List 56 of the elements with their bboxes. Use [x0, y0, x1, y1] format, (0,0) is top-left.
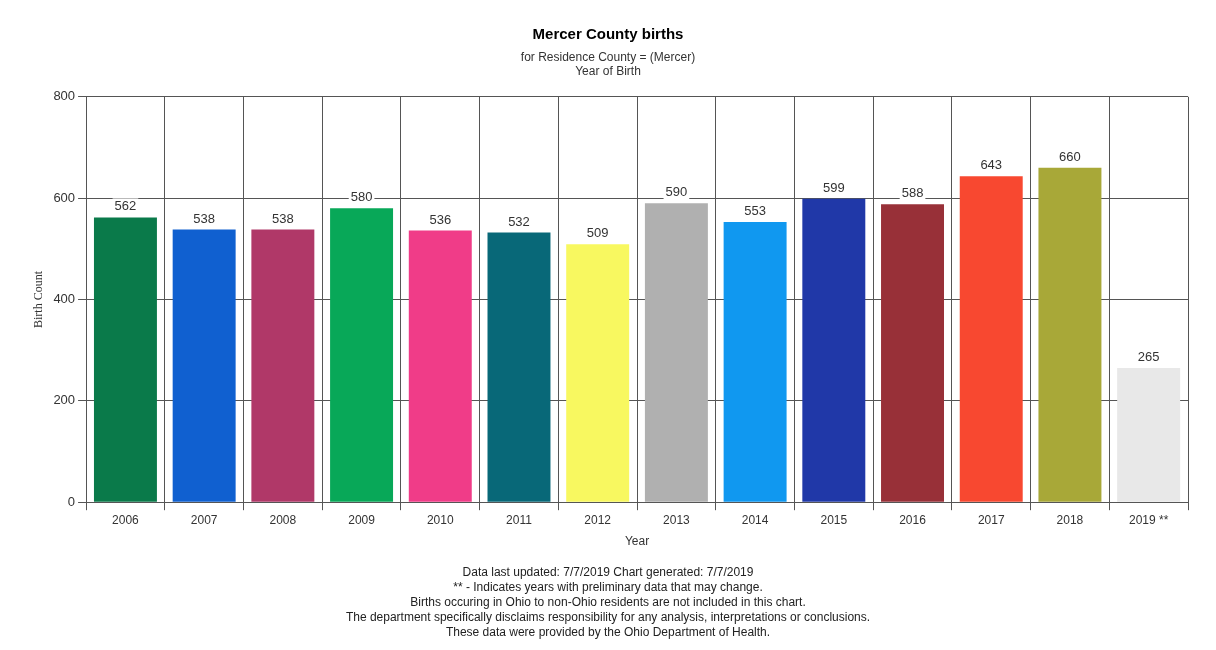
y-tick-label: 400	[53, 291, 76, 307]
text: Data last updated: 7/7/2019 Chart generated: 7/7/2019	[461, 565, 755, 580]
data-label: 580	[350, 189, 373, 205]
data-label: 588	[901, 185, 924, 201]
bar	[881, 204, 945, 502]
x-tick-label: 2009	[348, 512, 376, 527]
bar	[408, 230, 472, 502]
y-axis-title: Birth Count	[31, 270, 46, 329]
y-tick-label: 600	[53, 189, 76, 205]
data-label: 509	[586, 225, 609, 241]
text: The department specifically disclaims responsibility for any analysis, interpretations or conclusions.	[344, 610, 872, 625]
x-tick-label: 2018	[1056, 512, 1084, 527]
x-tick-label: 2010	[426, 512, 454, 527]
text: Births occuring in Ohio to non-Ohio residents are not included in this chart.	[409, 595, 807, 610]
bar	[93, 217, 157, 502]
x-tick-label: 2013	[663, 512, 691, 527]
x-tick-label: 2012	[584, 512, 612, 527]
bar	[802, 198, 866, 502]
y-tick-label: 800	[53, 88, 76, 104]
chart-title: Mercer County births	[532, 25, 684, 43]
x-axis-title: Year	[624, 534, 650, 549]
data-label: 536	[429, 211, 452, 227]
bar	[1117, 367, 1181, 502]
chart-subtitle: for Residence County = (Mercer) Year of Birth	[520, 49, 696, 78]
x-tick-label: 2017	[977, 512, 1005, 527]
bar	[566, 244, 630, 502]
x-tick-label: 2007	[190, 512, 218, 527]
data-label: 538	[272, 210, 294, 226]
bar	[487, 232, 551, 502]
x-tick-label: 2008	[269, 512, 297, 527]
bar	[1038, 167, 1102, 502]
y-tick-label: 200	[53, 392, 76, 408]
x-tick-label: 2015	[820, 512, 848, 527]
data-label: 660	[1059, 148, 1081, 164]
data-label: 532	[508, 213, 530, 229]
data-label: 590	[665, 184, 688, 200]
x-tick-label: 2011	[506, 512, 533, 527]
bar	[330, 208, 394, 502]
bar	[959, 176, 1023, 502]
data-label: 562	[114, 198, 137, 214]
x-tick-label: 2016	[899, 512, 927, 527]
data-label: 538	[193, 210, 215, 226]
text: ** - Indicates years with preliminary data that may change.	[452, 580, 764, 595]
text: These data were provided by the Ohio Department of Health.	[444, 625, 772, 640]
bar	[172, 229, 236, 502]
bar	[644, 203, 708, 502]
data-label: 265	[1137, 348, 1160, 364]
bar	[723, 221, 787, 502]
data-label: 643	[980, 157, 1003, 173]
data-label: 599	[822, 179, 845, 195]
x-tick-label: 2014	[741, 512, 769, 527]
data-label: 553	[744, 203, 766, 219]
x-tick-label: 2019 **	[1128, 512, 1169, 527]
x-tick-label: 2006	[112, 512, 140, 527]
bar	[251, 229, 315, 502]
y-tick-label: 0	[67, 493, 76, 509]
